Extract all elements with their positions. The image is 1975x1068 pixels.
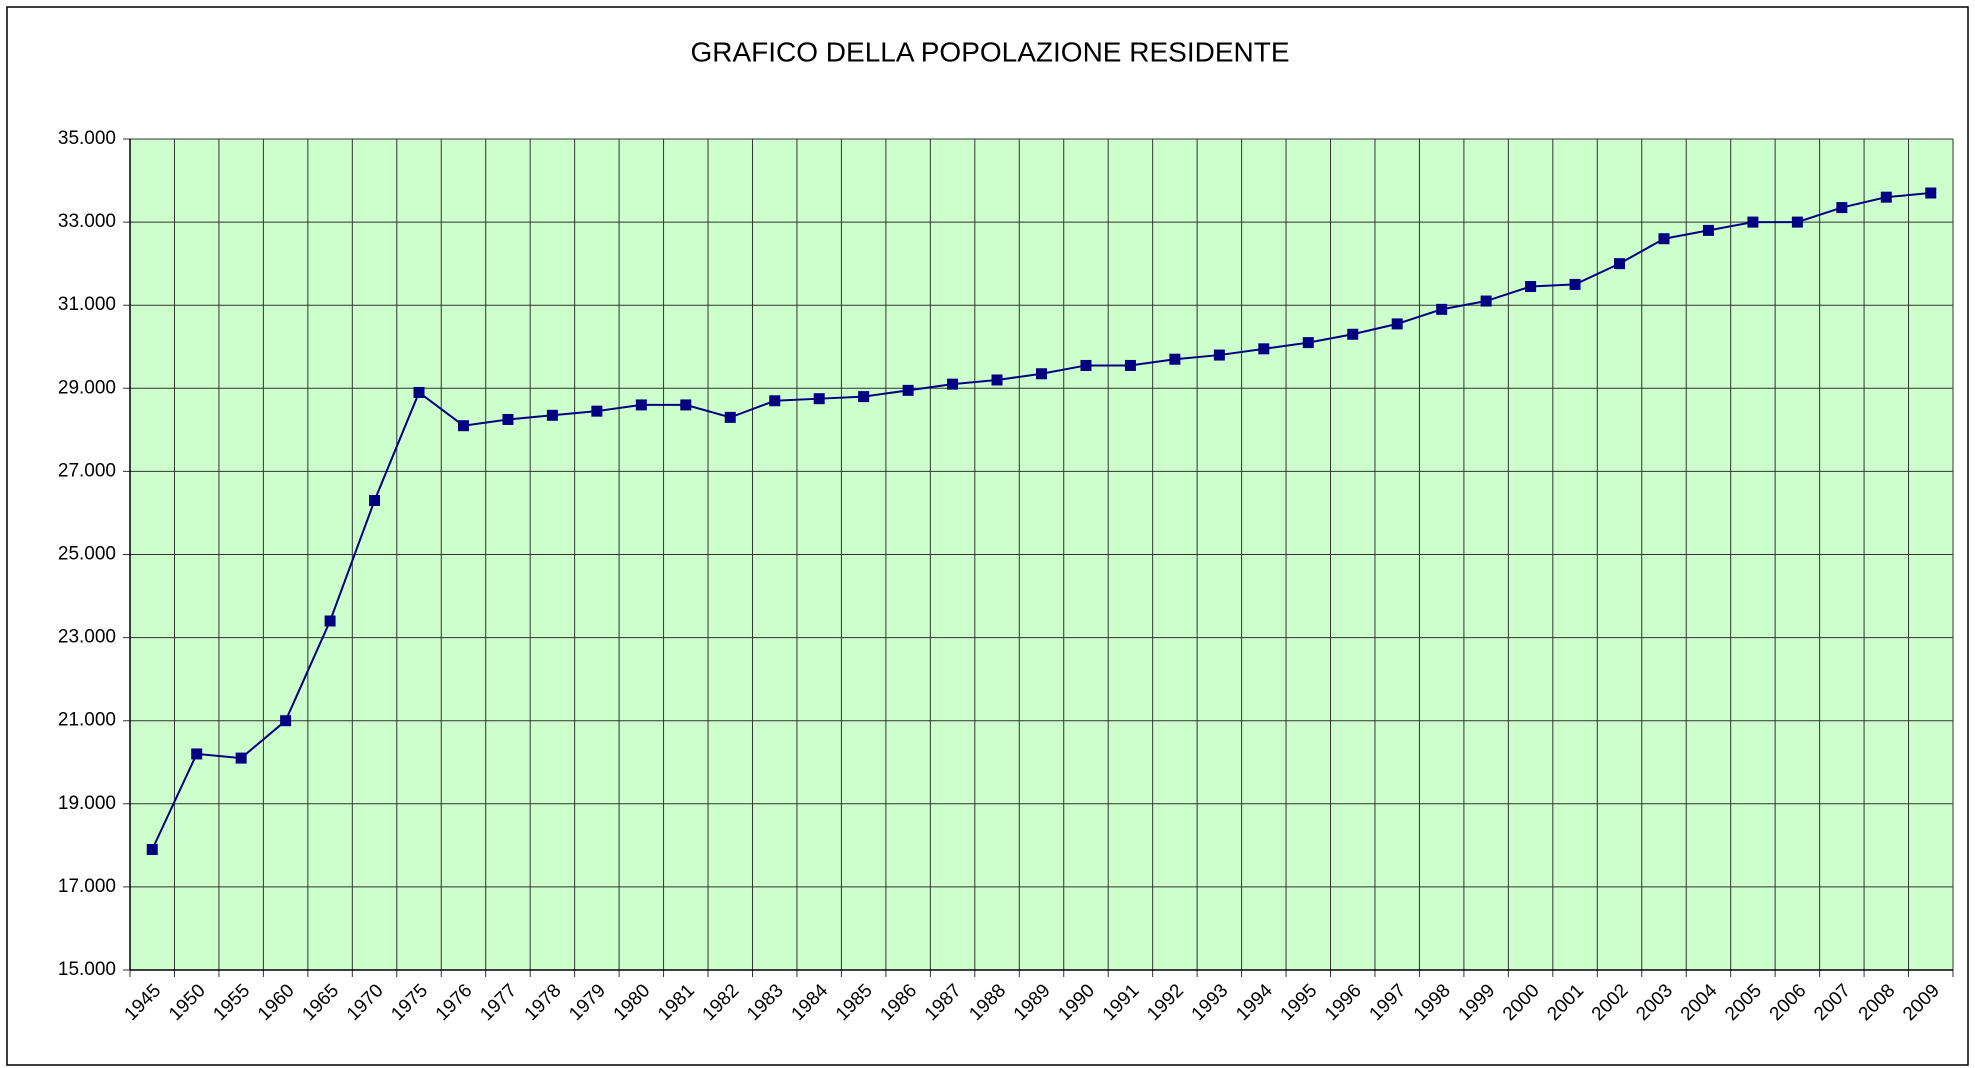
y-tick-label: 31.000 [58, 294, 116, 315]
data-point [769, 395, 781, 407]
data-point [191, 748, 203, 760]
y-tick-label: 23.000 [58, 627, 116, 648]
y-tick-label: 35.000 [58, 128, 116, 149]
data-point [1525, 281, 1537, 293]
data-point [1169, 353, 1181, 365]
data-point [457, 420, 469, 432]
y-tick-label: 27.000 [58, 460, 116, 481]
data-point [146, 844, 158, 856]
data-point [902, 384, 914, 396]
y-tick-label: 17.000 [58, 876, 116, 897]
data-point [280, 715, 292, 727]
data-point [1791, 216, 1803, 228]
data-point [1436, 303, 1448, 315]
data-point [546, 409, 558, 421]
data-point [1124, 359, 1136, 371]
data-point [1880, 191, 1892, 203]
data-point [591, 405, 603, 417]
y-tick-label: 25.000 [58, 544, 116, 565]
data-point [1614, 258, 1626, 270]
data-point [1347, 328, 1359, 340]
data-point [1302, 337, 1314, 349]
y-tick-label: 21.000 [58, 710, 116, 731]
data-point [369, 494, 381, 506]
data-point [858, 391, 870, 403]
y-tick-label: 15.000 [58, 959, 116, 980]
data-point [1480, 295, 1492, 307]
data-point [1213, 349, 1225, 361]
y-tick-label: 33.000 [58, 211, 116, 232]
data-point [680, 399, 692, 411]
y-tick-label: 29.000 [58, 377, 116, 398]
data-point [1702, 224, 1714, 236]
data-point [1080, 359, 1092, 371]
chart-title: GRAFICO DELLA POPOLAZIONE RESIDENTE [690, 36, 1289, 67]
data-point [1258, 343, 1270, 355]
data-point [502, 413, 514, 425]
data-point [635, 399, 647, 411]
y-tick-label: 19.000 [58, 793, 116, 814]
data-point [1658, 233, 1670, 245]
data-point [724, 411, 736, 423]
data-point [235, 752, 247, 764]
data-point [947, 378, 959, 390]
data-point [1747, 216, 1759, 228]
data-point [413, 386, 425, 398]
data-point [324, 615, 336, 627]
data-point [1036, 368, 1047, 380]
data-point [1925, 187, 1937, 199]
data-point [991, 374, 1003, 386]
data-point [1391, 318, 1403, 330]
data-point [1569, 278, 1581, 290]
data-point [813, 393, 825, 405]
data-point [1836, 202, 1848, 214]
